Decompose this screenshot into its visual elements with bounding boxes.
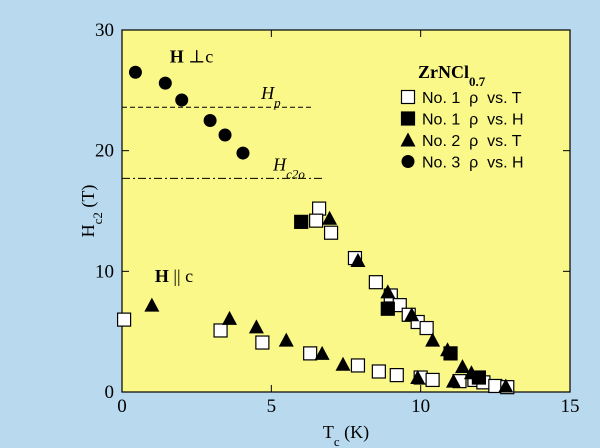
marker [158,76,172,90]
marker [128,65,142,79]
legend-label: No. 1 ρ vs. T [422,90,522,107]
marker [303,346,318,361]
annotation: H || c [155,266,193,286]
marker [446,373,462,388]
marker [389,368,404,383]
marker [213,323,228,338]
x-tick-label: 5 [267,396,277,417]
reference-label-part: H [260,83,275,103]
annotation: H ⊥c [170,47,213,67]
legend-label: No. 2 ρ vs. T [422,133,522,150]
y-tick-label: 30 [95,20,114,41]
marker [218,128,232,142]
legend-title: ZrNCl0.7 [418,62,486,89]
marker [144,297,160,312]
x-axis-label: Tc (K) [323,422,369,448]
y-axis-label: Hc2 (T) [78,185,105,238]
marker [203,114,217,127]
legend-marker [401,155,415,168]
legend-label: No. 1 ρ vs. H [422,112,524,129]
marker [440,342,456,357]
x-tick-label: 0 [117,396,127,417]
marker [312,201,327,216]
marker [380,284,396,299]
reference-label-part: c2o [286,166,305,181]
legend-title-part: ZrNCl [418,62,469,82]
y-tick-label: 10 [95,261,114,282]
marker [248,319,264,334]
marker [425,372,440,388]
annotation-part: H [155,266,169,286]
plot-area [121,29,571,393]
x-tick-label: 10 [411,396,430,417]
marker [410,370,426,385]
legend-title-part: 0.7 [469,74,486,89]
annotation-part: H [170,47,184,67]
marker [175,93,189,107]
y-tick-label: 20 [95,141,114,162]
y-axis-label-part: (T) [78,185,99,212]
marker [236,146,250,160]
y-axis-label-part: H [78,224,98,237]
annotation-part: || c [169,266,193,286]
annotation-part: ⊥c [184,47,213,67]
legend-marker [400,132,416,147]
x-axis-label-part: T [323,422,334,442]
marker [419,320,434,336]
marker [454,359,470,374]
legend-marker [400,111,416,126]
x-axis-label-part: (K) [340,422,370,443]
marker [498,378,514,393]
reference-label: Hp [260,83,281,110]
y-axis-label-part: c2 [90,212,105,224]
marker [425,332,441,347]
marker [350,252,366,267]
marker [255,335,270,350]
marker [404,307,420,322]
reference-label: Hc2o [272,154,305,181]
marker [314,345,330,360]
marker [322,210,338,225]
x-axis-label-part: c [334,434,340,448]
legend-marker [400,89,416,105]
marker [371,364,386,379]
marker [309,213,324,228]
legend-label: No. 3 ρ vs. H [422,155,524,172]
reference-label-part: p [273,95,281,110]
reference-label-part: H [272,154,287,174]
marker [463,365,479,380]
x-tick-label: 15 [561,396,580,417]
marker [294,214,309,229]
marker [368,275,383,290]
marker [350,358,366,373]
marker [380,301,395,316]
marker [335,356,351,371]
y-tick-label: 0 [105,382,115,403]
marker [116,312,132,327]
marker [222,310,238,325]
marker [278,332,294,347]
marker [323,225,339,240]
